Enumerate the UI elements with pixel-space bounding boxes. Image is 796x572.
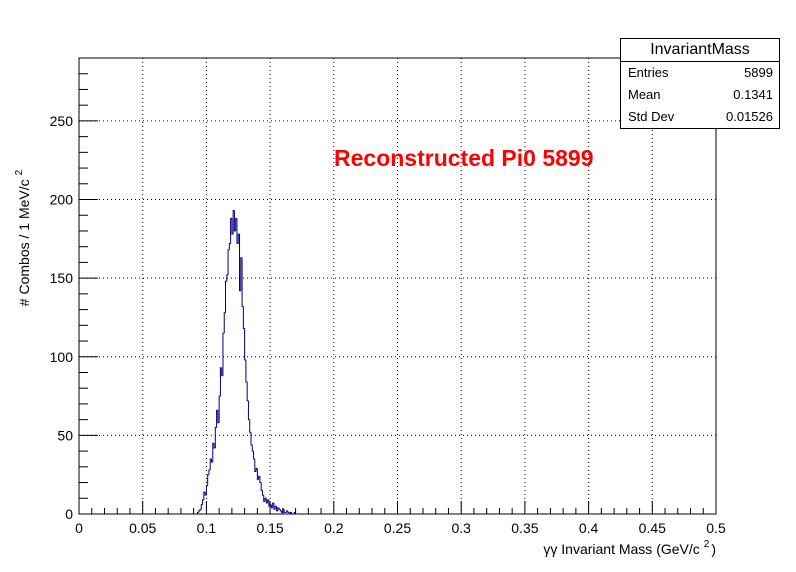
histogram-bin <box>268 499 271 507</box>
histogram-bin <box>241 257 244 307</box>
stats-label: Entries <box>628 65 669 80</box>
stats-label: Std Dev <box>628 109 675 124</box>
y-axis-label-sup: 2 <box>14 169 25 175</box>
histogram-bin <box>273 502 276 510</box>
chart-title: Reconstructed Pi0 5899 <box>334 145 594 171</box>
histogram-bin <box>277 507 280 511</box>
histogram-bin <box>233 210 236 232</box>
histogram-bin <box>203 491 206 500</box>
x-axis-label-end: ) <box>711 541 716 557</box>
x-tick-label: 0.05 <box>129 520 156 536</box>
x-tick-label: 0.45 <box>639 520 666 536</box>
histogram-bins <box>196 210 300 515</box>
histogram-bin <box>247 400 250 421</box>
histogram-bin <box>286 510 288 513</box>
stats-value: 5899 <box>744 65 773 80</box>
histogram-bin <box>218 395 221 423</box>
histogram-bin <box>236 218 239 245</box>
x-tick-label: 0.5 <box>706 520 726 536</box>
histogram-bin <box>232 210 235 235</box>
histogram-bin <box>199 508 202 511</box>
histogram-bin <box>196 511 199 514</box>
histogram-bin <box>295 512 297 515</box>
histogram-bin <box>267 499 269 503</box>
y-tick-label: 100 <box>50 349 74 365</box>
stats-value: 0.1341 <box>733 87 773 102</box>
histogram-bin <box>242 306 245 329</box>
histogram-bin <box>291 512 294 515</box>
x-tick-label: 0.35 <box>511 520 538 536</box>
stats-title: InvariantMass <box>621 39 779 62</box>
histogram-bin <box>228 243 231 250</box>
histogram-bin <box>213 443 216 449</box>
y-axis-label: # Combos / 1 MeV/c 2 <box>14 169 32 306</box>
y-tick-label: 200 <box>50 192 74 208</box>
histogram-bin <box>230 217 232 244</box>
histogram-bin <box>221 367 223 377</box>
stats-value: 0.01526 <box>726 109 773 124</box>
y-axis-label-main: # Combos / 1 MeV/c <box>16 179 32 306</box>
y-tick-label: 0 <box>65 506 73 522</box>
axis-ticks <box>78 73 717 515</box>
histogram-bin <box>283 509 286 513</box>
histogram-bin <box>200 504 203 510</box>
x-tick-label: 0.1 <box>197 520 217 536</box>
histogram-bin <box>235 217 237 231</box>
histogram-bin <box>279 509 282 512</box>
histogram-bin <box>249 419 251 433</box>
stats-label: Mean <box>628 87 661 102</box>
histogram-bin <box>205 485 208 496</box>
histogram-bin <box>258 475 260 480</box>
x-tick-label: 0.3 <box>451 520 471 536</box>
grid-lines <box>79 58 716 514</box>
histogram-bin <box>246 381 249 402</box>
x-tick-label: 0.15 <box>256 520 283 536</box>
histogram-bin <box>225 280 227 313</box>
histogram-bin <box>251 444 254 452</box>
x-tick-label: 0.2 <box>324 520 344 536</box>
x-axis-label-main: γγ Invariant Mass (GeV/c <box>543 541 699 557</box>
x-tick-label: 0 <box>75 520 83 536</box>
stats-row-mean: Mean 0.1341 <box>621 84 779 106</box>
histogram-bin <box>244 328 246 361</box>
histogram-bin <box>212 442 215 463</box>
stats-box: InvariantMass Entries 5899 Mean 0.1341 S… <box>620 38 780 129</box>
histogram-bin <box>263 495 266 502</box>
histogram-bin <box>254 458 257 473</box>
histogram-bin <box>272 502 274 508</box>
x-tick-label: 0.4 <box>579 520 599 536</box>
x-axis-label: γγ Invariant Mass (GeV/c 2) <box>543 539 716 557</box>
y-tick-label: 150 <box>50 270 74 286</box>
stats-row-stddev: Std Dev 0.01526 <box>621 106 779 128</box>
stats-row-entries: Entries 5899 <box>621 62 779 84</box>
histogram-bin <box>256 468 259 480</box>
tick-labels: 0 0.05 0.1 0.15 0.2 0.25 0.3 0.35 0.4 0.45 0.5 0 50 1… <box>50 113 726 536</box>
x-tick-label: 0.25 <box>384 520 411 536</box>
histogram-bin <box>245 359 248 383</box>
histogram-bin <box>261 490 264 496</box>
y-tick-label: 250 <box>50 113 74 129</box>
histogram-bin <box>237 233 240 244</box>
x-axis-label-sup: 2 <box>704 539 710 550</box>
y-tick-label: 50 <box>57 427 73 443</box>
histogram-bin <box>281 510 283 513</box>
histogram-bin <box>207 474 209 486</box>
